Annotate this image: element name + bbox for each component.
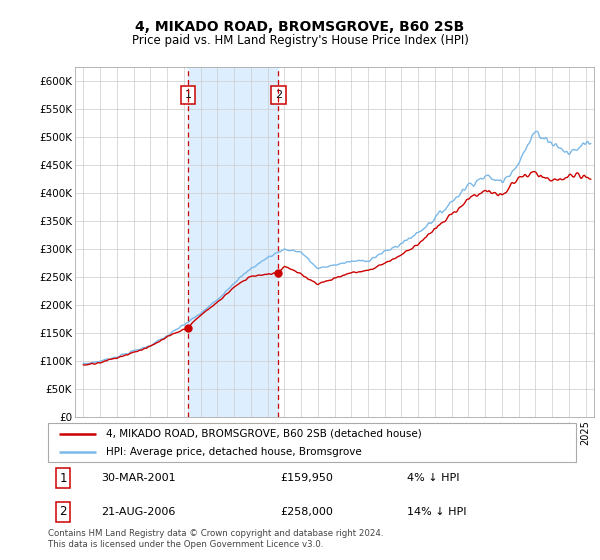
Bar [188, 67, 278, 417]
Text: 30-MAR-2001: 30-MAR-2001 [101, 473, 175, 483]
Text: Contains HM Land Registry data © Crown copyright and database right 2024.
This d: Contains HM Land Registry data © Crown c… [48, 529, 383, 549]
Text: Price paid vs. HM Land Registry's House Price Index (HPI): Price paid vs. HM Land Registry's House … [131, 34, 469, 46]
Text: 1: 1 [185, 90, 191, 100]
Text: 4, MIKADO ROAD, BROMSGROVE, B60 2SB (detached house): 4, MIKADO ROAD, BROMSGROVE, B60 2SB (det… [106, 429, 422, 439]
Text: HPI: Average price, detached house, Bromsgrove: HPI: Average price, detached house, Brom… [106, 447, 362, 457]
FancyBboxPatch shape [48, 423, 576, 462]
Text: 14% ↓ HPI: 14% ↓ HPI [407, 507, 467, 517]
Text: 4% ↓ HPI: 4% ↓ HPI [407, 473, 460, 483]
Text: £258,000: £258,000 [280, 507, 333, 517]
Text: 2: 2 [275, 90, 282, 100]
Text: 4, MIKADO ROAD, BROMSGROVE, B60 2SB: 4, MIKADO ROAD, BROMSGROVE, B60 2SB [136, 20, 464, 34]
Text: £159,950: £159,950 [280, 473, 333, 483]
Text: 21-AUG-2006: 21-AUG-2006 [101, 507, 175, 517]
Text: 2: 2 [59, 506, 67, 519]
Text: 1: 1 [59, 472, 67, 484]
